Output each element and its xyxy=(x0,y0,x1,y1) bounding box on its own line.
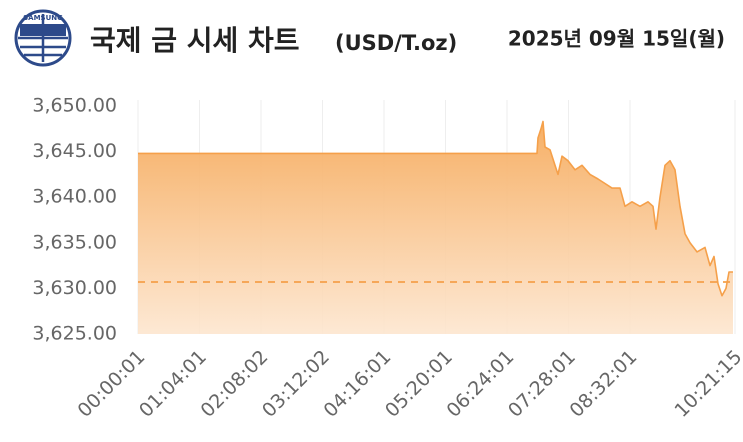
y-tick-label: 3,630.00 xyxy=(32,277,117,299)
y-tick-label: 3,640.00 xyxy=(32,186,117,208)
logo-text: SAMSUNG xyxy=(23,14,63,22)
y-tick-label: 3,650.00 xyxy=(32,95,117,117)
title-unit: (USD/T.oz) xyxy=(335,31,457,55)
y-tick-label: 3,625.00 xyxy=(32,323,117,345)
area xyxy=(138,121,733,334)
x-tick-label: 08:32:01 xyxy=(566,346,642,422)
line xyxy=(138,120,733,297)
logo: SAMSUNG xyxy=(14,9,72,67)
y-tick-label: 3,645.00 xyxy=(32,140,117,162)
y-tick-label: 3,635.00 xyxy=(32,231,117,253)
date: 2025년 09월 15일(월) xyxy=(508,27,725,51)
chart-title: 국제 금 시세 차트 xyxy=(90,24,300,57)
x-tick-label: 10:21:15 xyxy=(671,346,743,422)
